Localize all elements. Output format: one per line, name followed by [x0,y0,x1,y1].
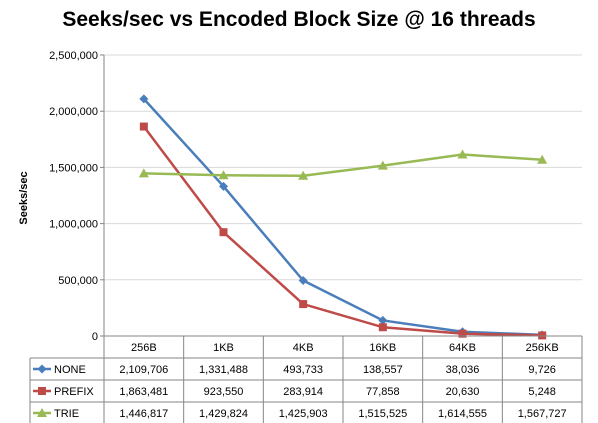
x-category-label: 256KB [526,342,559,354]
table-cell-value: 1,614,555 [438,408,487,420]
series-line-none [142,98,543,337]
y-tick-label: 2,500,000 [49,50,98,62]
gridlines [104,54,582,281]
table-cell-value: 283,914 [283,386,323,398]
table-cell-value: 1,331,488 [199,364,248,376]
y-tick-label: 1,500,000 [49,162,98,174]
data-point-prefix [299,300,308,309]
data-table: 256B 1KB 4KB 16KB 64KB 256KB NONE 2,109,706 1,33… [29,335,583,423]
y-axis-label: Seeks/sec [18,171,30,224]
data-point-prefix [219,228,228,237]
table-cell-value: 38,036 [446,364,480,376]
table-cell-value: 1,446,817 [119,408,168,420]
data-point-prefix [378,323,387,332]
data-point-trie [457,149,468,159]
data-point-none [219,181,228,191]
series-lines [138,94,548,340]
data-point-prefix [538,331,547,340]
x-category-label: 64KB [449,342,476,354]
table-cell-value: 9,726 [528,364,556,376]
table-cell-value: 493,733 [283,364,323,376]
data-point-trie [377,160,388,170]
axes: 0 500,000 1,000,000 1,500,000 2,000,000 2,500… [49,50,105,343]
data-point-prefix [139,122,148,131]
table-cell-value: 5,248 [528,386,556,398]
data-point-trie [218,170,229,180]
table-cell-value: 20,630 [446,386,480,398]
series-line-trie [143,153,543,177]
legend-key-marker [38,387,46,395]
data-point-trie [298,170,309,180]
table-cell-value: 1,863,481 [119,386,168,398]
data-point-none [378,315,388,325]
chart-title: Seeks/sec vs Encoded Block Size @ 16 thr… [62,8,536,31]
x-category-label: 1KB [213,342,234,354]
table-cell-value: 1,429,824 [199,408,248,420]
legend-label: PREFIX [54,386,94,398]
data-point-trie [537,154,548,164]
data-point-trie [138,168,149,178]
table-cell-value: 1,515,525 [358,408,407,420]
table-cell-value: 923,550 [204,386,244,398]
y-tick-label: 0 [92,331,98,343]
legend-key-marker [37,364,47,374]
x-category-label: 4KB [293,342,314,354]
y-tick-label: 500,000 [58,275,98,287]
series-line-prefix [142,125,543,337]
legend-label: TRIE [54,408,79,420]
data-point-none [298,276,308,286]
table-cell-value: 77,858 [366,386,400,398]
legend-key-marker [37,408,47,417]
table-cell-value: 138,557 [363,364,403,376]
table-cell-value: 1,567,727 [518,408,567,420]
legend-label: NONE [54,364,86,376]
table-cell-value: 1,425,903 [279,408,328,420]
y-tick-label: 2,000,000 [49,106,98,118]
table-cell-value: 2,109,706 [119,364,168,376]
x-category-label: 16KB [369,342,396,354]
data-point-prefix [458,329,467,338]
y-tick-label: 1,000,000 [49,219,98,231]
data-point-none [139,94,149,104]
x-category-label: 256B [131,342,157,354]
